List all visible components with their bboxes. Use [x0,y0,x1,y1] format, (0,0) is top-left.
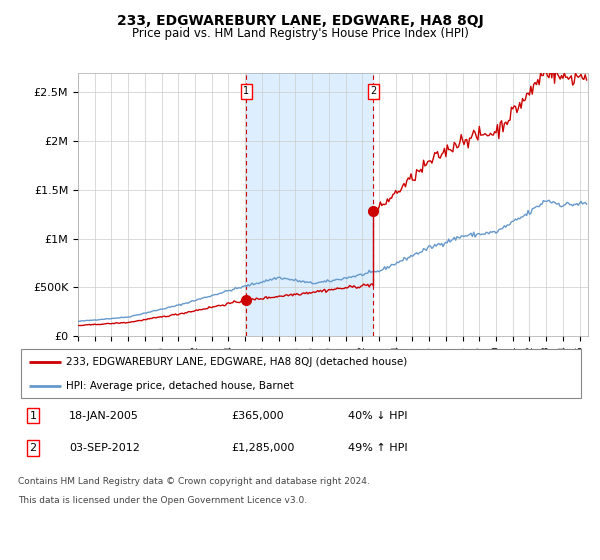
Text: 40% ↓ HPI: 40% ↓ HPI [348,410,407,421]
Text: 18-JAN-2005: 18-JAN-2005 [69,410,139,421]
FancyBboxPatch shape [21,349,581,398]
Text: 2: 2 [29,443,37,453]
Text: Price paid vs. HM Land Registry's House Price Index (HPI): Price paid vs. HM Land Registry's House … [131,27,469,40]
Text: 1: 1 [243,86,249,96]
Bar [246,73,373,336]
Text: £365,000: £365,000 [231,410,284,421]
Text: Contains HM Land Registry data © Crown copyright and database right 2024.: Contains HM Land Registry data © Crown c… [18,477,370,486]
Text: This data is licensed under the Open Government Licence v3.0.: This data is licensed under the Open Gov… [18,496,307,505]
Text: 1: 1 [29,410,37,421]
Text: £1,285,000: £1,285,000 [231,443,295,453]
Text: 2: 2 [370,86,377,96]
Text: HPI: Average price, detached house, Barnet: HPI: Average price, detached house, Barn… [66,381,294,391]
Text: 233, EDGWAREBURY LANE, EDGWARE, HA8 8QJ (detached house): 233, EDGWAREBURY LANE, EDGWARE, HA8 8QJ … [66,357,407,367]
Text: 03-SEP-2012: 03-SEP-2012 [69,443,140,453]
Text: 49% ↑ HPI: 49% ↑ HPI [348,443,407,453]
Text: 233, EDGWAREBURY LANE, EDGWARE, HA8 8QJ: 233, EDGWAREBURY LANE, EDGWARE, HA8 8QJ [116,14,484,28]
